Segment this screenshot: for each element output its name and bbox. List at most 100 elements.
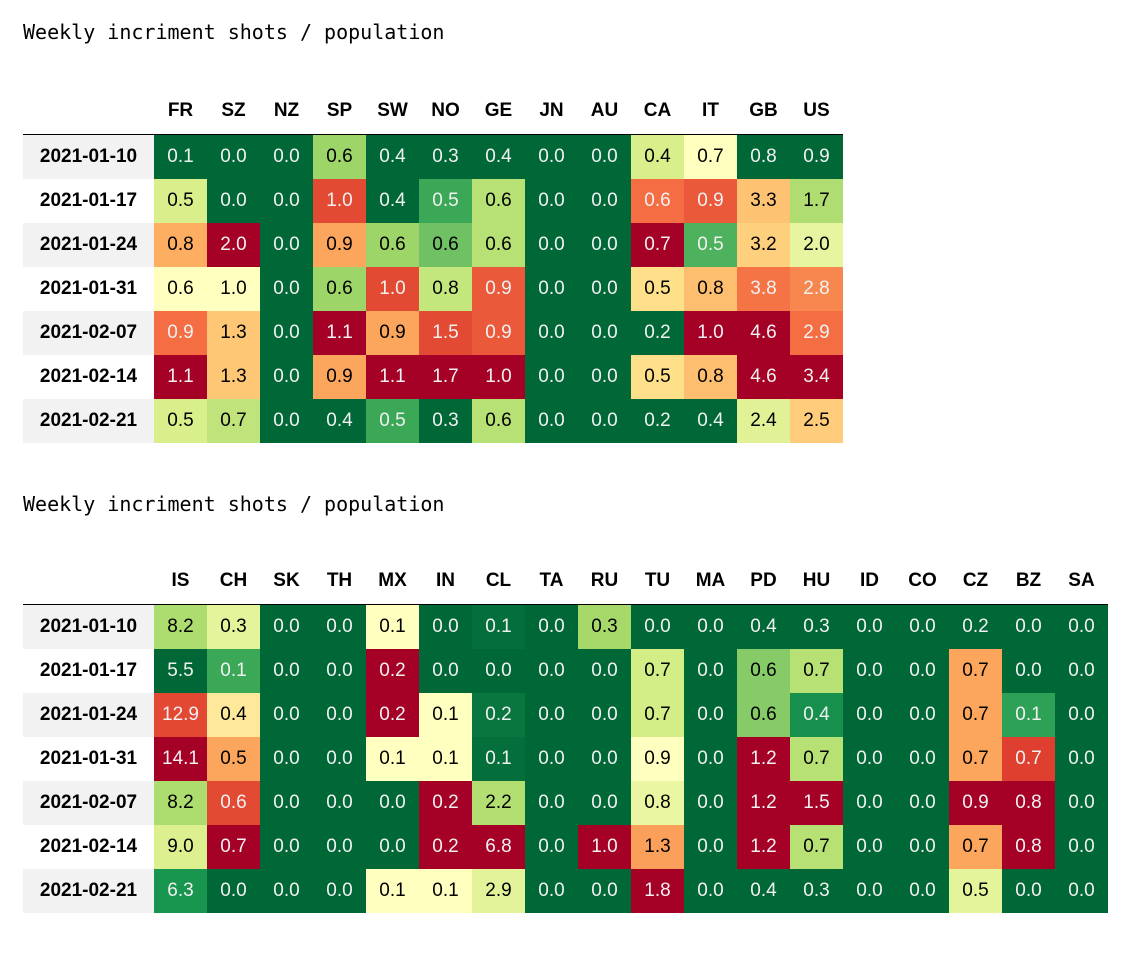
column-header: HU — [790, 558, 843, 605]
heatmap-cell: 0.3 — [578, 604, 631, 649]
column-header: TH — [313, 558, 366, 605]
heatmap-cell: 0.4 — [631, 134, 684, 179]
heatmap-cell: 0.5 — [419, 179, 472, 223]
heatmap-cell: 0.0 — [896, 649, 949, 693]
heatmap-cell: 0.9 — [472, 311, 525, 355]
row-label: 2021-01-24 — [23, 693, 154, 737]
heatmap-cell: 0.0 — [896, 604, 949, 649]
heatmap-cell: 0.4 — [472, 134, 525, 179]
table-row: 2021-02-14 1.1 1.3 0.0 0.9 1.1 1.7 1.0 0.0 0.0 0.5… — [23, 355, 843, 399]
heatmap-cell: 3.8 — [737, 267, 790, 311]
heatmap-cell: 2.5 — [790, 399, 843, 443]
heatmap-cell: 0.8 — [154, 223, 207, 267]
column-header: GB — [737, 88, 790, 135]
heatmap-cell: 0.4 — [313, 399, 366, 443]
column-header: IT — [684, 88, 737, 135]
heatmap-cell: 0.1 — [366, 869, 419, 913]
heatmap-cell: 0.8 — [684, 355, 737, 399]
heatmap-cell: 9.0 — [154, 825, 207, 869]
heatmap-cell: 0.2 — [419, 825, 472, 869]
table-row: 2021-02-07 0.9 1.3 0.0 1.1 0.9 1.5 0.9 0.0 0.0 0.2… — [23, 311, 843, 355]
heatmap-1-title: Weekly incriment shots / population — [23, 20, 445, 44]
heatmap-cell: 0.9 — [631, 737, 684, 781]
column-header: SW — [366, 88, 419, 135]
heatmap-cell: 0.7 — [631, 649, 684, 693]
heatmap-cell: 0.0 — [525, 737, 578, 781]
heatmap-cell: 0.0 — [260, 825, 313, 869]
heatmap-cell: 0.9 — [472, 267, 525, 311]
heatmap-cell: 1.7 — [790, 179, 843, 223]
column-header: CZ — [949, 558, 1002, 605]
heatmap-2-table: IS CH SK TH MX IN CL TA RU TU MA PD HU ID CO CZ BZ SA 202… — [23, 558, 1108, 913]
row-label: 2021-02-21 — [23, 869, 154, 913]
row-label: 2021-01-24 — [23, 223, 154, 267]
table-row: 2021-02-14 9.0 0.7 0.0 0.0 0.0 0.2 6.8 0.0 1.0 1.3… — [23, 825, 1108, 869]
heatmap-cell: 0.0 — [260, 267, 313, 311]
column-header: MA — [684, 558, 737, 605]
row-label: 2021-02-07 — [23, 781, 154, 825]
heatmap-cell: 0.0 — [313, 693, 366, 737]
heatmap-cell: 0.0 — [684, 604, 737, 649]
column-header: SK — [260, 558, 313, 605]
table-row: 2021-01-24 0.8 2.0 0.0 0.9 0.6 0.6 0.6 0.0 0.0 0.7… — [23, 223, 843, 267]
heatmap-cell: 0.4 — [790, 693, 843, 737]
heatmap-cell: 0.0 — [366, 825, 419, 869]
heatmap-cell: 0.6 — [207, 781, 260, 825]
heatmap-cell: 0.5 — [684, 223, 737, 267]
heatmap-cell: 2.8 — [790, 267, 843, 311]
heatmap-cell: 5.5 — [154, 649, 207, 693]
heatmap-cell: 0.6 — [737, 693, 790, 737]
heatmap-cell: 1.2 — [737, 825, 790, 869]
heatmap-cell: 0.1 — [472, 604, 525, 649]
corner-cell — [23, 558, 154, 605]
heatmap-cell: 0.9 — [949, 781, 1002, 825]
heatmap-cell: 3.3 — [737, 179, 790, 223]
heatmap-cell: 0.0 — [525, 693, 578, 737]
heatmap-cell: 0.2 — [366, 693, 419, 737]
table-row: 2021-01-10 0.1 0.0 0.0 0.6 0.4 0.3 0.4 0.0 0.0 0.4… — [23, 134, 843, 179]
heatmap-cell: 12.9 — [154, 693, 207, 737]
heatmap-cell: 0.0 — [313, 825, 366, 869]
heatmap-cell: 0.0 — [525, 267, 578, 311]
heatmap-cell: 0.2 — [631, 311, 684, 355]
heatmap-cell: 0.4 — [366, 134, 419, 179]
heatmap-cell: 0.9 — [313, 223, 366, 267]
heatmap-cell: 0.7 — [949, 825, 1002, 869]
heatmap-cell: 0.7 — [207, 825, 260, 869]
heatmap-cell: 1.0 — [207, 267, 260, 311]
column-header: SP — [313, 88, 366, 135]
table-row: 2021-02-07 8.2 0.6 0.0 0.0 0.0 0.2 2.2 0.0 0.0 0.8… — [23, 781, 1108, 825]
heatmap-cell: 0.8 — [684, 267, 737, 311]
heatmap-cell: 0.0 — [684, 737, 737, 781]
column-header: CA — [631, 88, 684, 135]
heatmap-1-header: FR SZ NZ SP SW NO GE JN AU CA IT GB US — [23, 88, 843, 135]
column-header: NZ — [260, 88, 313, 135]
heatmap-cell: 0.3 — [790, 869, 843, 913]
heatmap-cell: 0.0 — [313, 737, 366, 781]
column-header: GE — [472, 88, 525, 135]
heatmap-cell: 1.3 — [631, 825, 684, 869]
column-header: SA — [1055, 558, 1108, 605]
heatmap-cell: 0.0 — [525, 604, 578, 649]
heatmap-cell: 0.7 — [790, 737, 843, 781]
heatmap-cell: 1.8 — [631, 869, 684, 913]
heatmap-cell: 0.0 — [207, 134, 260, 179]
heatmap-cell: 0.6 — [313, 267, 366, 311]
heatmap-cell: 0.7 — [790, 825, 843, 869]
heatmap-cell: 0.4 — [366, 179, 419, 223]
table-row: 2021-01-17 5.5 0.1 0.0 0.0 0.2 0.0 0.0 0.0 0.0 0.7… — [23, 649, 1108, 693]
heatmap-cell: 0.5 — [154, 399, 207, 443]
heatmap-cell: 0.0 — [419, 604, 472, 649]
heatmap-cell: 0.0 — [1055, 869, 1108, 913]
heatmap-cell: 0.0 — [896, 781, 949, 825]
heatmap-cell: 3.2 — [737, 223, 790, 267]
heatmap-cell: 0.7 — [631, 223, 684, 267]
row-label: 2021-02-21 — [23, 399, 154, 443]
header-row: FR SZ NZ SP SW NO GE JN AU CA IT GB US — [23, 88, 843, 135]
heatmap-cell: 0.8 — [1002, 781, 1055, 825]
heatmap-cell: 0.5 — [154, 179, 207, 223]
heatmap-cell: 1.1 — [154, 355, 207, 399]
heatmap-cell: 0.0 — [313, 649, 366, 693]
heatmap-cell: 0.9 — [684, 179, 737, 223]
heatmap-cell: 0.0 — [260, 604, 313, 649]
